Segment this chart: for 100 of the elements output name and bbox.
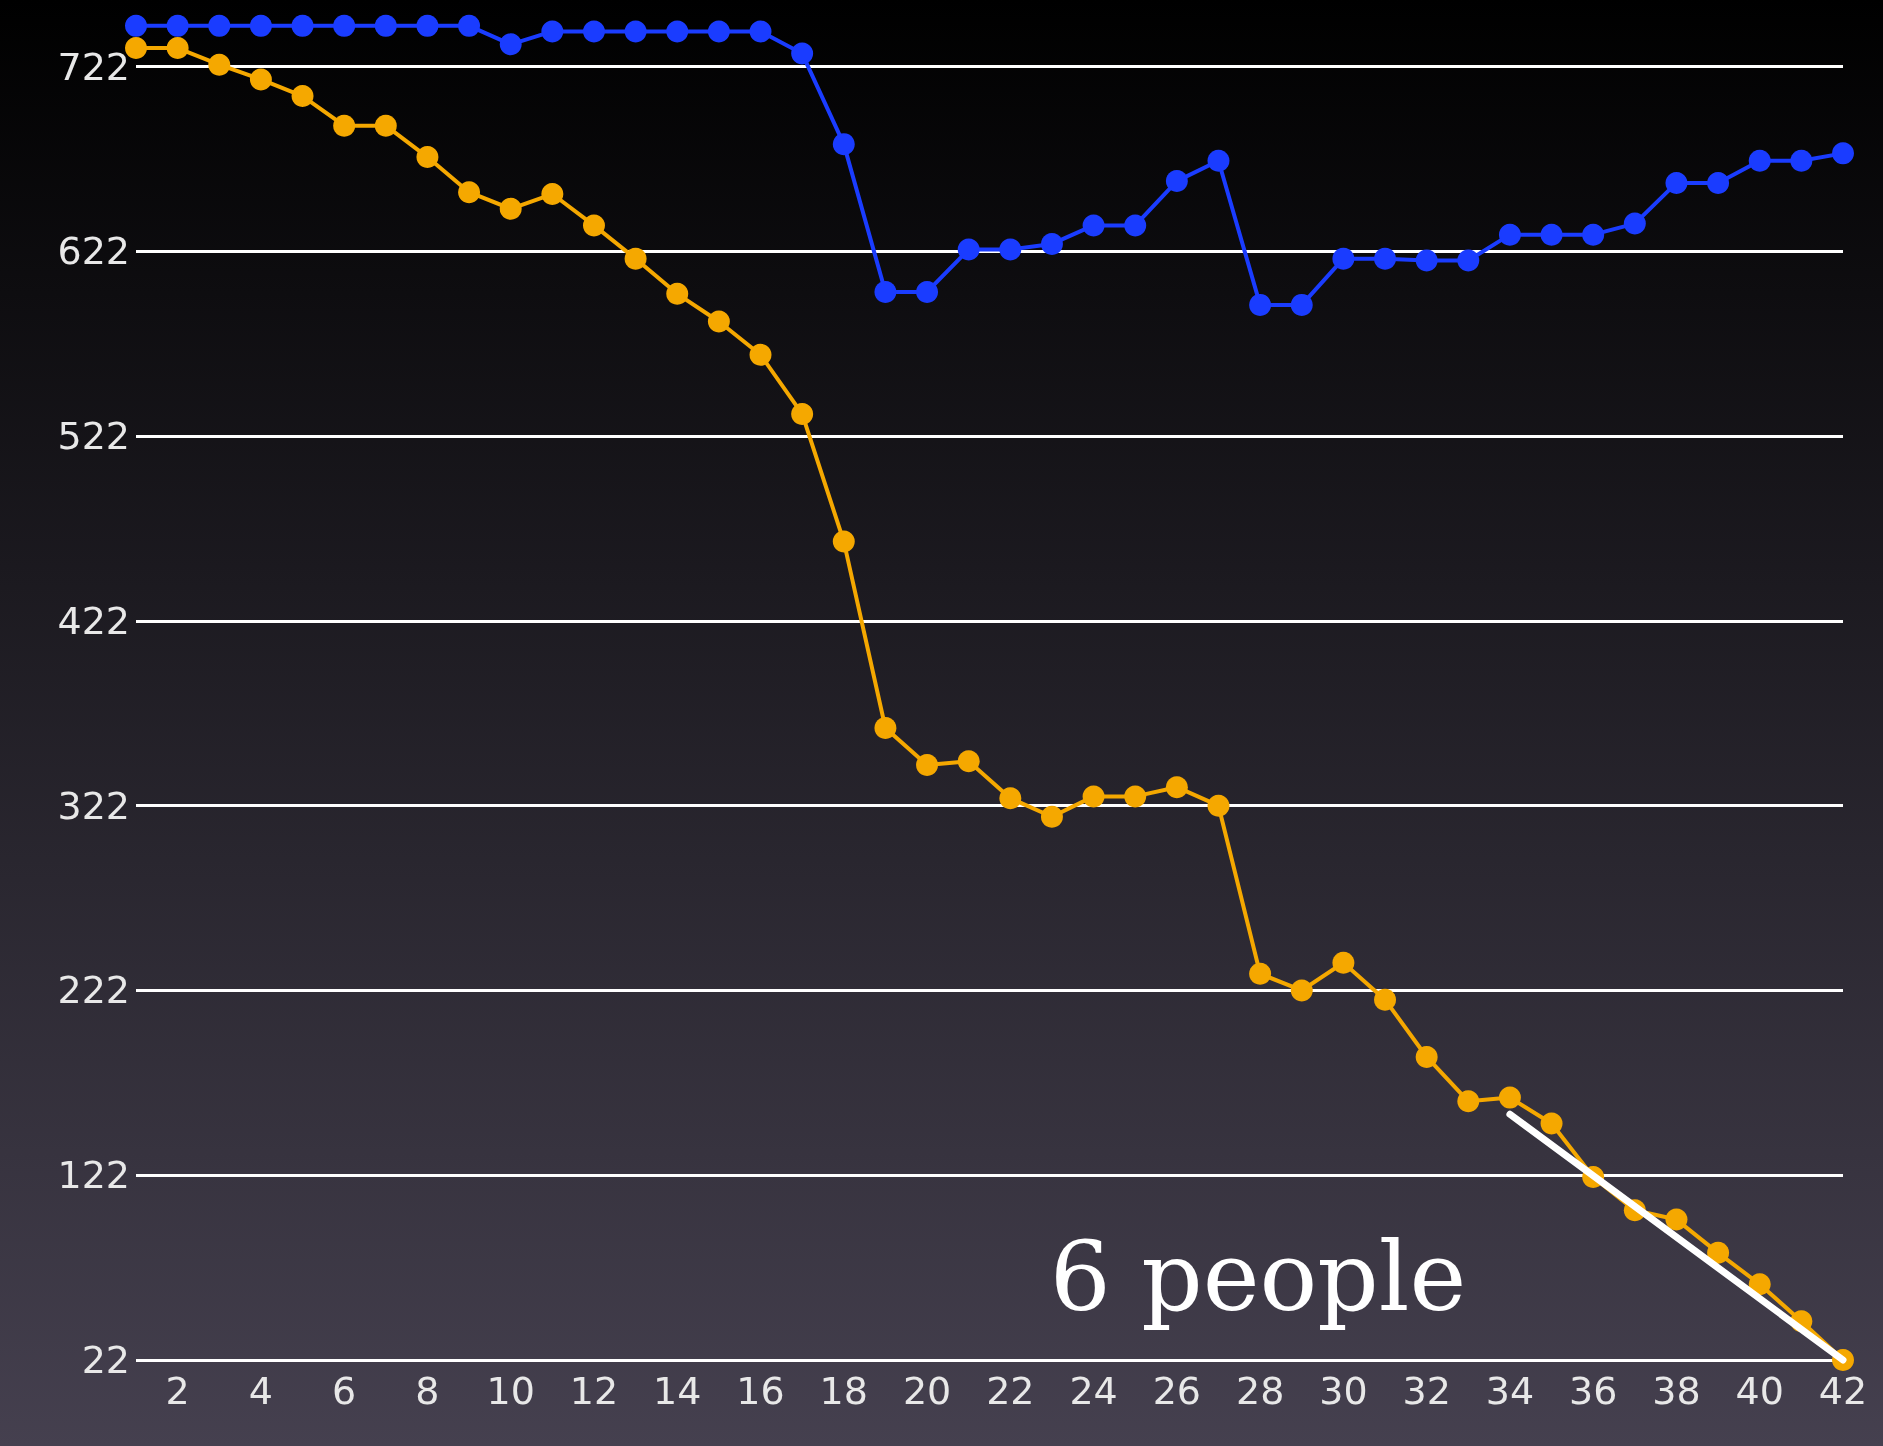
point [1374,988,1397,1011]
x-tick-label: 6 [332,1369,357,1413]
x-tick-label: 34 [1485,1369,1535,1413]
point [1165,776,1188,799]
point [1707,171,1730,194]
point [166,14,189,37]
point [1415,249,1438,272]
point [1290,293,1313,316]
point [832,530,855,553]
point [832,133,855,156]
point [957,750,980,773]
point [541,20,564,43]
point [1748,149,1771,172]
point [1540,1112,1563,1135]
point [791,42,814,65]
x-tick-label: 30 [1319,1369,1368,1413]
x-tick-label: 12 [569,1369,619,1413]
x-tick-label: 40 [1735,1369,1784,1413]
point [1165,170,1188,193]
point [583,20,605,43]
point [1790,149,1813,172]
point [1040,805,1063,828]
point [624,247,647,270]
point [1457,249,1480,272]
point [1207,149,1230,172]
point [125,37,147,60]
point [916,280,939,303]
point [1249,293,1272,316]
y-tick-label: 122 [57,1153,130,1198]
point [1374,247,1397,270]
point [749,343,772,366]
point [249,68,272,91]
point [374,114,397,137]
point [291,85,314,108]
point [874,280,897,303]
x-tick-label: 8 [415,1369,440,1413]
point [1582,223,1605,246]
x-tick-label: 38 [1652,1369,1701,1413]
point [458,14,481,37]
point [1332,951,1355,974]
point [333,114,356,137]
point [707,20,730,43]
point [1082,785,1105,808]
x-tick-label: 36 [1569,1369,1618,1413]
point [1665,1208,1688,1231]
point [1207,794,1230,817]
point [208,14,231,37]
point [458,181,481,204]
x-tick-label: 24 [1069,1369,1118,1413]
x-tick-label: 28 [1235,1369,1285,1413]
point [1748,1273,1771,1296]
point [1540,223,1563,246]
point [1498,223,1521,246]
x-tick-label: 20 [902,1369,952,1413]
point [416,146,439,169]
point [624,20,647,43]
point [1124,214,1147,237]
point [957,238,980,261]
x-tick-label: 14 [653,1369,702,1413]
point [874,717,897,740]
annotation: 6 people [1049,1221,1467,1333]
point [125,14,147,37]
point [666,20,689,43]
point [1124,785,1147,808]
point [791,402,814,425]
x-tick-label: 32 [1402,1369,1451,1413]
point [291,14,314,37]
x-tick-label: 42 [1818,1369,1868,1413]
point [666,282,689,305]
point [749,20,772,43]
point [208,53,231,76]
point [999,238,1022,261]
x-tick-label: 10 [486,1369,535,1413]
point [1707,1241,1730,1264]
point [416,14,439,37]
point [1832,142,1854,165]
y-tick-label: 322 [57,783,130,828]
x-tick-label: 16 [736,1369,785,1413]
x-tick-label: 26 [1152,1369,1202,1413]
x-tick-label: 2 [165,1369,190,1413]
point [541,183,564,206]
point [916,754,939,776]
y-tick-label: 22 [81,1338,130,1382]
point [583,214,605,237]
point [1498,1086,1521,1109]
point [1623,212,1646,235]
point [707,310,730,333]
point [999,787,1022,810]
point [1665,171,1688,194]
x-tick-label: 4 [248,1369,273,1413]
point [374,14,397,37]
y-tick-label: 422 [57,598,130,643]
point [1040,232,1063,255]
point [249,14,272,37]
point [499,197,522,220]
point [499,33,522,56]
point [166,37,189,60]
point [1415,1045,1438,1068]
y-tick-label: 622 [57,229,130,274]
y-tick-label: 222 [57,968,130,1013]
